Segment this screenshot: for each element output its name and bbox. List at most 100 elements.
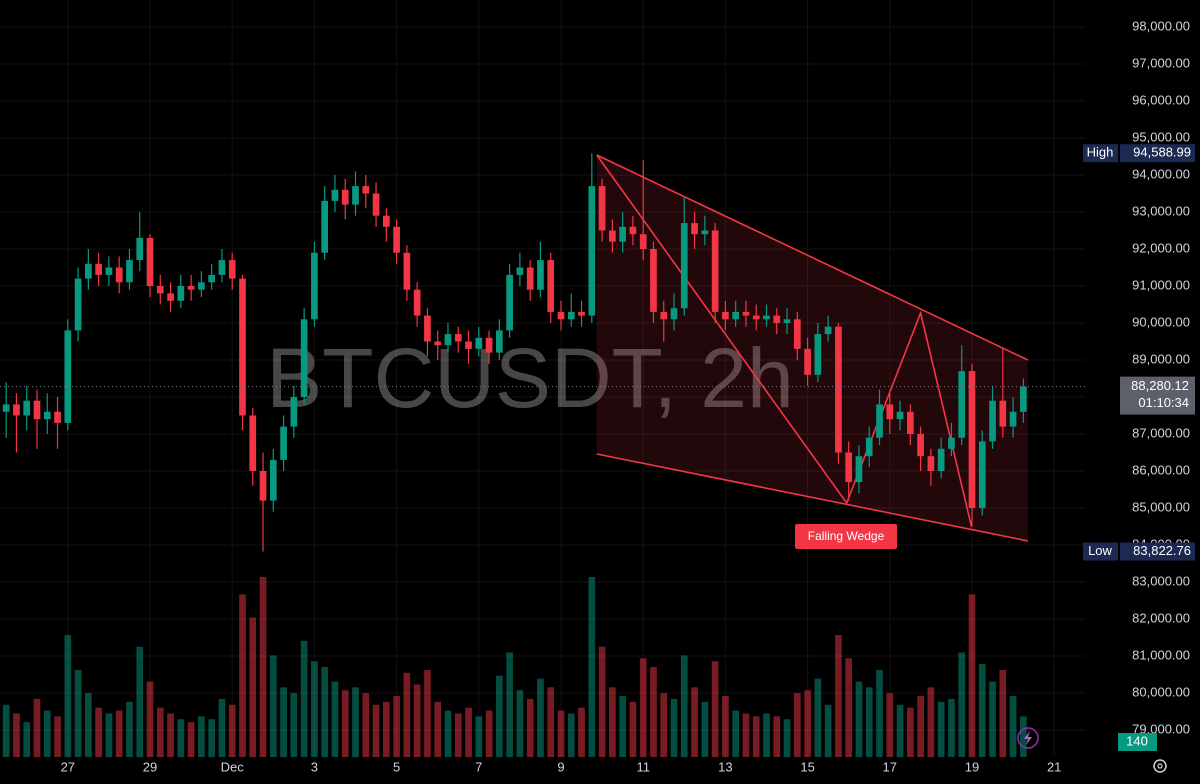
marker-price: 83,822.76 (1133, 543, 1191, 558)
settings-icon[interactable] (1153, 759, 1167, 773)
volume-bar (126, 701, 133, 757)
volume-bar (136, 646, 144, 757)
volume-bar (167, 713, 174, 757)
candle-body (434, 341, 442, 346)
candle-body (567, 311, 575, 320)
alert-bolt (1024, 731, 1032, 745)
volume-bar (13, 713, 20, 757)
candle-body (526, 267, 534, 290)
candle-body (85, 263, 92, 279)
axis-layer: 79,000.00 80,000.00 81,000.00 82,000.00 83,0… (0, 18, 1195, 774)
volume-bar (732, 710, 740, 757)
volume-bar (506, 652, 513, 757)
marker-name-box (1083, 144, 1118, 163)
volume-bar (444, 710, 452, 757)
candle-body (609, 230, 616, 242)
wedge-label-box (795, 524, 897, 549)
candle-body (249, 415, 257, 471)
candle-body (198, 282, 205, 290)
candle-body (865, 437, 873, 457)
candle-body (506, 274, 513, 331)
volume-bar (999, 669, 1007, 757)
candle-body (311, 252, 318, 320)
candle-body (290, 396, 298, 427)
candle-body (23, 400, 31, 416)
x-tick-label: 11 (636, 759, 650, 774)
y-tick-label: 82,000.00 (1132, 610, 1190, 625)
candle-body (105, 267, 113, 275)
y-tick-label: 94,000.00 (1132, 166, 1190, 181)
candle-body (465, 341, 472, 349)
grid (0, 0, 1085, 757)
candle-body (321, 200, 329, 253)
wedge-lower-line (596, 453, 1029, 542)
candle-body (54, 411, 61, 423)
volume-bar (362, 693, 370, 757)
candle-body (660, 311, 668, 320)
volume-bar (64, 635, 72, 757)
volume-bar (906, 707, 914, 757)
volume-bar (773, 716, 781, 757)
x-tick-label: 21 (1047, 759, 1061, 774)
y-tick-label: 80,000.00 (1132, 684, 1190, 699)
candle-body (454, 334, 462, 342)
volume-bar (269, 655, 277, 757)
volume-bar (311, 661, 318, 757)
candle-body (269, 459, 277, 501)
volume-bar (95, 707, 102, 757)
volume-bar (23, 722, 31, 757)
volume-bar (454, 713, 462, 757)
x-tick-label: 27 (61, 759, 75, 774)
volume-bar (917, 696, 924, 757)
x-tick-label: 7 (475, 759, 482, 774)
volume-bar (886, 693, 894, 757)
volume-bar (1020, 716, 1027, 757)
volume-bar (218, 698, 226, 757)
y-tick-label: 93,000.00 (1132, 203, 1190, 218)
volume-bar (865, 687, 873, 757)
candle-body (978, 441, 986, 508)
candle-body (33, 400, 41, 420)
candle-body (557, 311, 565, 320)
y-tick-label: 91,000.00 (1132, 277, 1190, 292)
y-tick-label: 86,000.00 (1132, 462, 1190, 477)
candle-layer (2, 153, 1027, 552)
volume-bar (948, 698, 955, 757)
volume-bar (526, 698, 534, 757)
volume-bar (2, 704, 10, 757)
volume-bar (228, 704, 236, 757)
volume-bar (588, 577, 596, 757)
candle-body (126, 260, 133, 283)
volume-bar (208, 719, 215, 757)
candle-body (639, 234, 647, 250)
volume-bar (639, 658, 647, 757)
candle-body (393, 226, 400, 253)
candle-body (403, 252, 411, 290)
candle-body (650, 249, 657, 312)
x-tick-label: 5 (393, 759, 400, 774)
alert-icon[interactable] (1017, 727, 1039, 749)
volume-bar (701, 701, 709, 757)
volume-bar (609, 687, 616, 757)
volume-bar (239, 594, 246, 757)
y-tick-label: 96,000.00 (1132, 92, 1190, 107)
candle-body (752, 315, 760, 320)
wedge-zigzag-line (596, 154, 973, 528)
volume-bar (434, 701, 442, 757)
volume-bar (783, 719, 791, 757)
volume-bar (372, 704, 380, 757)
candle-body (948, 437, 955, 449)
wedge-label: Falling Wedge (808, 529, 885, 543)
volume-bar (660, 693, 668, 757)
volume-label-box (1118, 733, 1157, 751)
candle-body (280, 426, 287, 460)
volume-bar (280, 687, 287, 757)
volume-bar (927, 687, 935, 757)
y-tick-label: 89,000.00 (1132, 351, 1190, 366)
candle-body (691, 223, 698, 235)
watermark: BTCUSDT, 2h (266, 331, 793, 425)
y-tick-label: 92,000.00 (1132, 240, 1190, 255)
volume-bar (835, 635, 842, 757)
x-tick-label: 29 (143, 759, 157, 774)
y-tick-label: 98,000.00 (1132, 18, 1190, 33)
